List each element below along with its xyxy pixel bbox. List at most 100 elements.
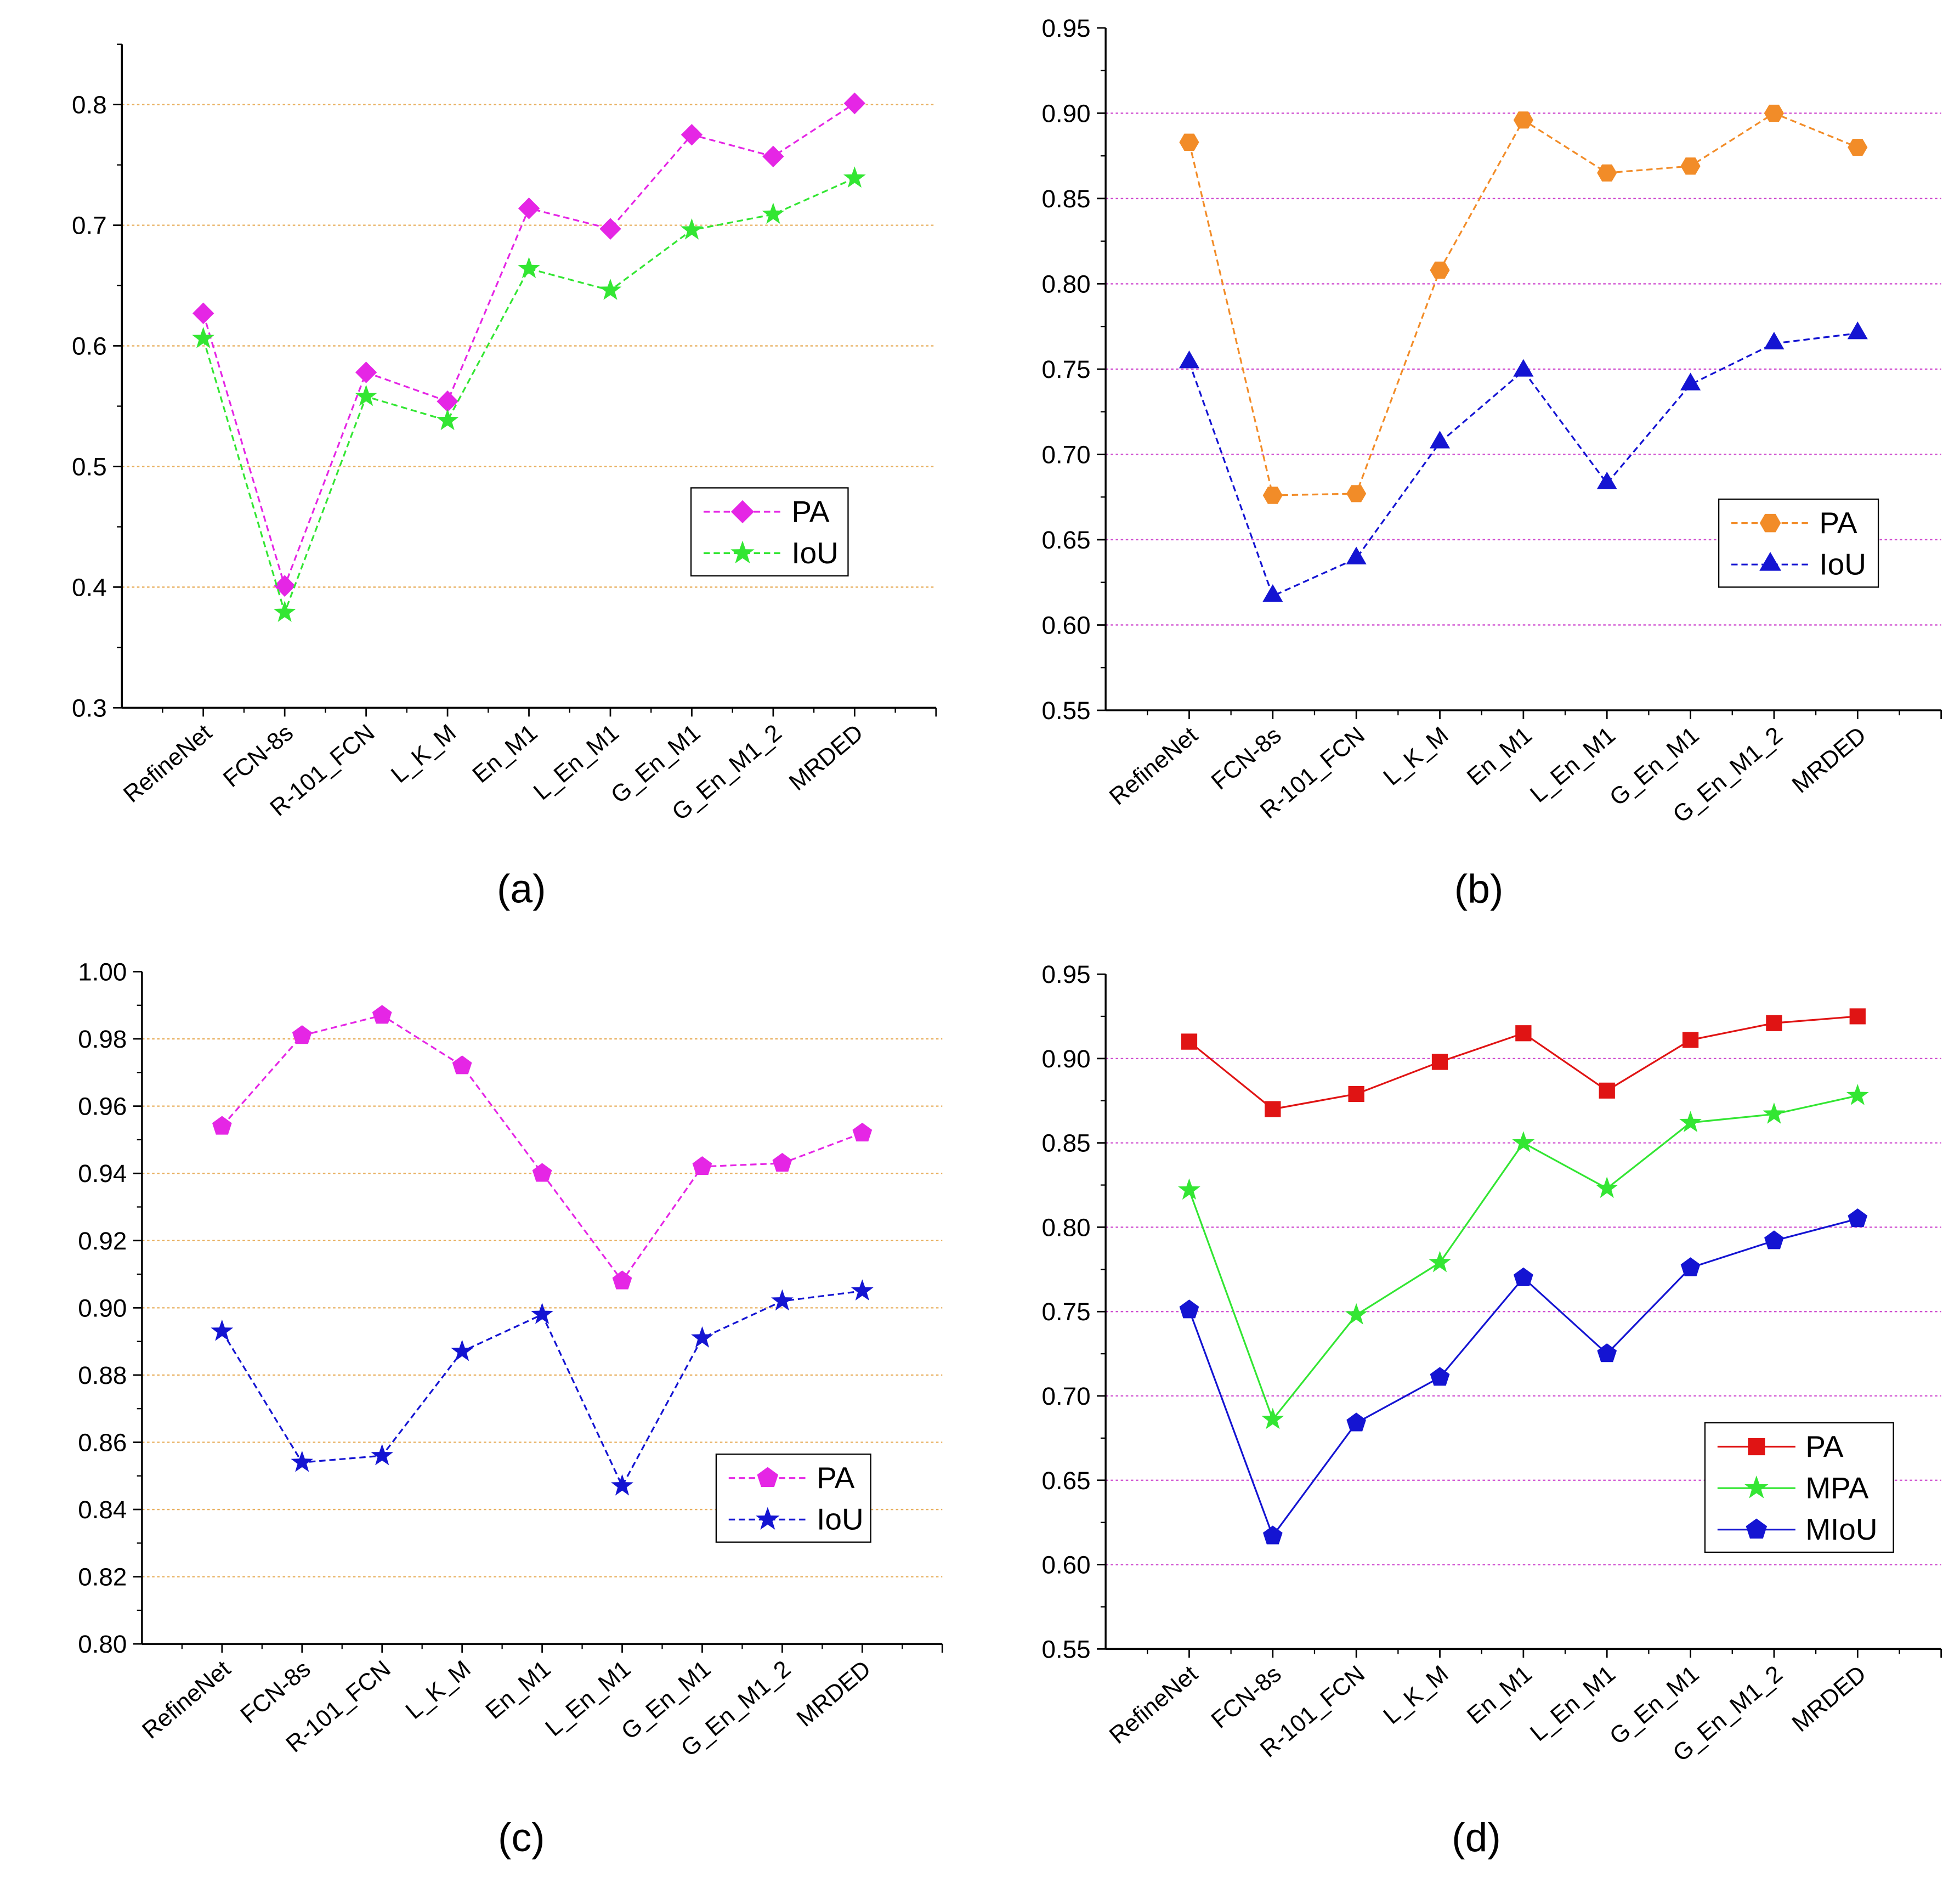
legend	[690, 487, 849, 576]
data-point-pa	[1597, 164, 1617, 182]
legend-marker-triangle-icon	[1759, 552, 1781, 571]
x-tick-label: En_M1	[468, 720, 542, 788]
data-point-iou	[771, 1289, 794, 1311]
x-tick-label: L_En_M1	[1525, 1661, 1621, 1747]
y-tick-label: 0.84	[78, 1496, 127, 1524]
y-tick-label: 0.80	[78, 1630, 127, 1658]
data-point-iou	[355, 384, 377, 406]
y-tick-label: 0.92	[78, 1227, 127, 1255]
data-point-iou	[1847, 321, 1868, 340]
data-point-iou	[611, 1474, 633, 1496]
x-tick-label: MRDED	[1787, 722, 1871, 798]
data-point-iou	[762, 202, 785, 224]
data-point-pa	[1764, 104, 1785, 122]
legend-label: IoU	[817, 1502, 864, 1536]
y-tick-label: 0.80	[1041, 270, 1090, 298]
data-point-pa	[274, 575, 296, 597]
data-point-iou	[843, 166, 866, 188]
data-point-iou	[691, 1326, 713, 1348]
data-point-pa	[1262, 487, 1283, 504]
data-point-miou	[1179, 1299, 1199, 1319]
data-point-iou	[1346, 546, 1367, 564]
x-tick-label: MRDED	[1787, 1661, 1871, 1737]
y-tick-label: 0.7	[72, 212, 107, 240]
data-point-iou	[599, 278, 622, 300]
chart-panel-b: 0.55 0.60 0.65 0.70 0.75 0.80 0.85 0.90 0.95 Refi…	[1041, 14, 1942, 911]
data-point-iou	[1262, 584, 1283, 602]
data-point-iou	[1179, 350, 1200, 369]
data-point-iou	[291, 1450, 314, 1472]
data-point-pa	[518, 197, 540, 219]
data-point-iou	[436, 409, 459, 431]
chart-panel-d: 0.55 0.60 0.65 0.70 0.75 0.80 0.85 0.90 0.95 Refi…	[1041, 960, 1942, 1860]
x-tick-label: RefineNet	[1104, 722, 1203, 810]
y-tick-label: 0.60	[1041, 611, 1090, 639]
data-point-pa	[1181, 1033, 1198, 1050]
data-point-iou	[371, 1444, 394, 1466]
data-point-iou	[851, 1279, 874, 1301]
data-point-pa	[1179, 133, 1199, 151]
x-tick-label: En_M1	[1462, 722, 1537, 790]
data-point-pa	[692, 1156, 712, 1175]
y-tick-label: 0.5	[72, 453, 107, 481]
legend-label: IoU	[791, 536, 839, 570]
y-tick-label: 1.00	[78, 958, 127, 986]
data-point-mpa	[1345, 1303, 1368, 1325]
data-point-mpa	[1846, 1084, 1869, 1105]
data-point-pa	[852, 1122, 873, 1142]
data-point-pa	[372, 1005, 392, 1024]
series-line-iou	[202, 177, 856, 615]
y-tick-label: 0.70	[1041, 440, 1090, 468]
series-line-pa	[1188, 112, 1858, 496]
data-point-pa	[1515, 1025, 1532, 1042]
data-point-iou	[1680, 372, 1701, 391]
data-point-pa	[843, 92, 866, 115]
panel-label: (a)	[497, 866, 546, 911]
data-point-miou	[1430, 1367, 1450, 1386]
data-point-pa	[437, 390, 458, 412]
data-point-pa	[681, 123, 703, 146]
legend	[715, 1454, 871, 1543]
data-point-miou	[1597, 1343, 1617, 1362]
y-tick-label: 0.98	[78, 1025, 127, 1053]
x-tick-label: En_M1	[481, 1655, 556, 1724]
y-tick-label: 0.65	[1041, 1467, 1090, 1495]
data-point-mpa	[1763, 1102, 1786, 1124]
data-point-pa	[1346, 485, 1367, 502]
legend-marker-pentagon-icon	[757, 1467, 779, 1488]
y-tick-label: 0.55	[1041, 697, 1090, 725]
data-point-mpa	[1595, 1177, 1618, 1198]
data-point-pa	[1848, 138, 1868, 156]
y-tick-label: 0.85	[1041, 1129, 1090, 1157]
data-point-pa	[1766, 1015, 1782, 1031]
data-point-iou	[1596, 471, 1617, 489]
panel-label: (c)	[498, 1815, 545, 1860]
y-tick-label: 0.75	[1041, 355, 1090, 383]
data-point-pa	[1599, 1082, 1615, 1099]
panel-label: (b)	[1454, 866, 1504, 911]
data-point-pa	[762, 145, 784, 167]
data-point-pa	[1430, 261, 1450, 279]
data-point-miou	[1764, 1230, 1784, 1249]
y-tick-label: 0.3	[72, 694, 107, 722]
data-point-miou	[1680, 1257, 1701, 1276]
legend-marker-star-icon	[730, 540, 755, 564]
legend	[1718, 498, 1879, 588]
data-point-miou	[1346, 1412, 1367, 1432]
x-tick-label: L_K_M	[1379, 722, 1453, 790]
chart-panel-c: 0.80 0.82 0.84 0.86 0.88 0.90 0.92 0.94 0.96 0.98…	[78, 958, 943, 1860]
y-tick-label: 0.75	[1041, 1298, 1090, 1326]
y-tick-label: 0.90	[1041, 1045, 1090, 1073]
data-point-mpa	[1679, 1111, 1702, 1133]
data-point-pa	[192, 302, 214, 324]
x-tick-label: MRDED	[792, 1655, 876, 1732]
y-tick-label: 0.90	[78, 1294, 127, 1322]
y-tick-label: 0.65	[1041, 526, 1090, 554]
legend-marker-star-icon	[756, 1507, 780, 1530]
x-tick-label: RefineNet	[137, 1655, 235, 1744]
data-point-iou	[451, 1339, 474, 1361]
x-tick-label: RefineNet	[1104, 1661, 1203, 1749]
data-point-pa	[1682, 1032, 1699, 1048]
